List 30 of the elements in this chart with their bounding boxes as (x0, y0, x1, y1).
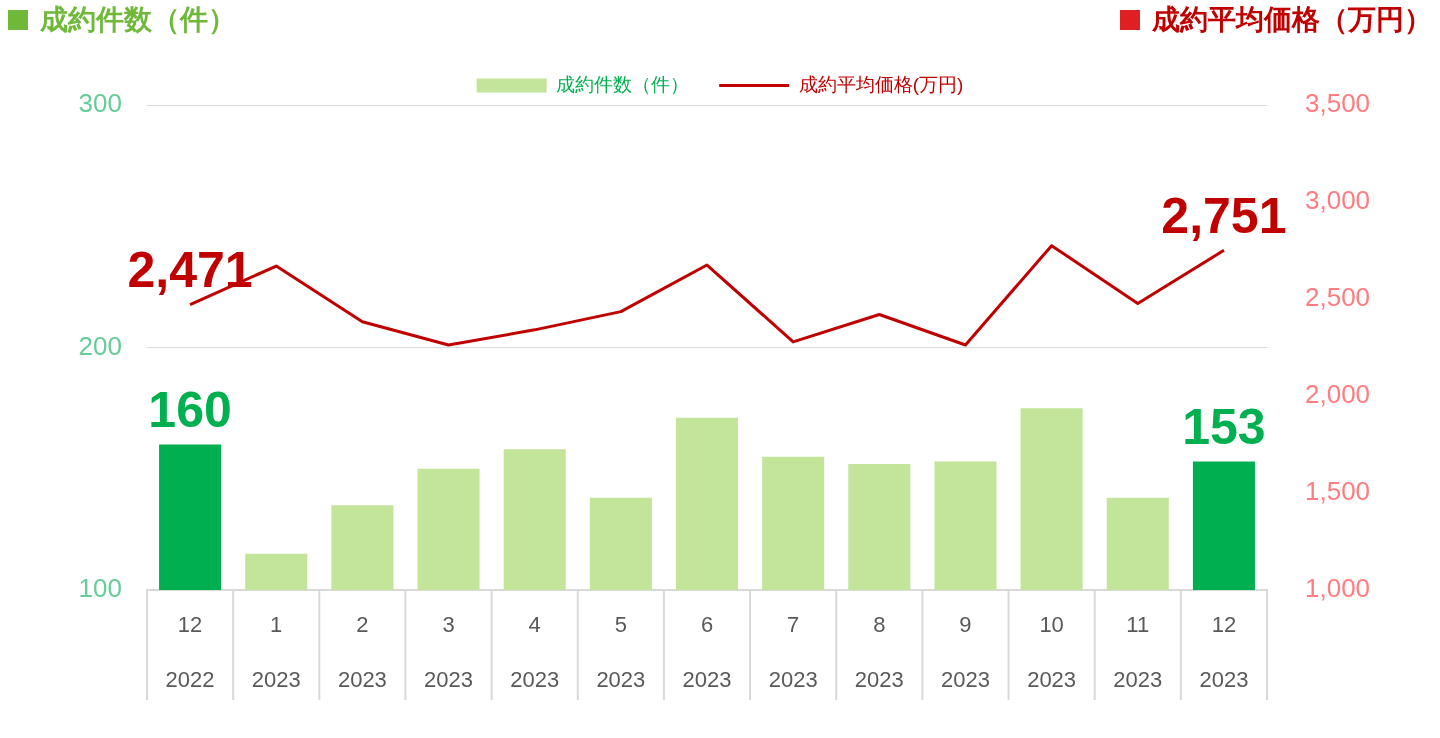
category-label: 12 2022 (165, 611, 215, 692)
legend-label: 成約平均価格(万円) (798, 73, 964, 95)
data-label: 153 (1182, 399, 1266, 456)
category-label: 5 2023 (596, 611, 646, 692)
data-label: 2,751 (1161, 188, 1287, 245)
category-label: 1 2023 (251, 611, 301, 692)
category-label: 12 2023 (1199, 611, 1249, 692)
y2-tick-label: 1,000 (1305, 573, 1371, 604)
y-tick-label: 200 (78, 330, 122, 361)
y2-tick-label: 2,000 (1305, 379, 1371, 410)
category-label: 11 2023 (1113, 611, 1163, 692)
y2-tick-label: 1,500 (1305, 476, 1371, 507)
y2-axis-title: 成約平均価格（万円） (1152, 3, 1432, 37)
data-label: 160 (148, 382, 232, 439)
data-label: 2,471 (127, 242, 253, 299)
y2-tick-label: 2,500 (1305, 282, 1371, 313)
category-label: 3 2023 (424, 611, 474, 692)
y2-tick-label: 3,000 (1305, 185, 1371, 216)
category-label: 10 2023 (1027, 611, 1077, 692)
category-label: 7 2023 (768, 611, 818, 692)
category-label: 2 2023 (337, 611, 387, 692)
y2-tick-label: 3,500 (1305, 88, 1371, 119)
category-label: 4 2023 (510, 611, 560, 692)
y-tick-label: 100 (78, 573, 122, 604)
category-label: 9 2023 (940, 611, 990, 692)
y-tick-label: 300 (78, 88, 122, 119)
category-label: 8 2023 (854, 611, 904, 692)
y-axis-title: 成約件数（件） (40, 3, 236, 37)
category-label: 6 2023 (682, 611, 732, 692)
legend-label: 成約件数（件） (556, 73, 690, 95)
